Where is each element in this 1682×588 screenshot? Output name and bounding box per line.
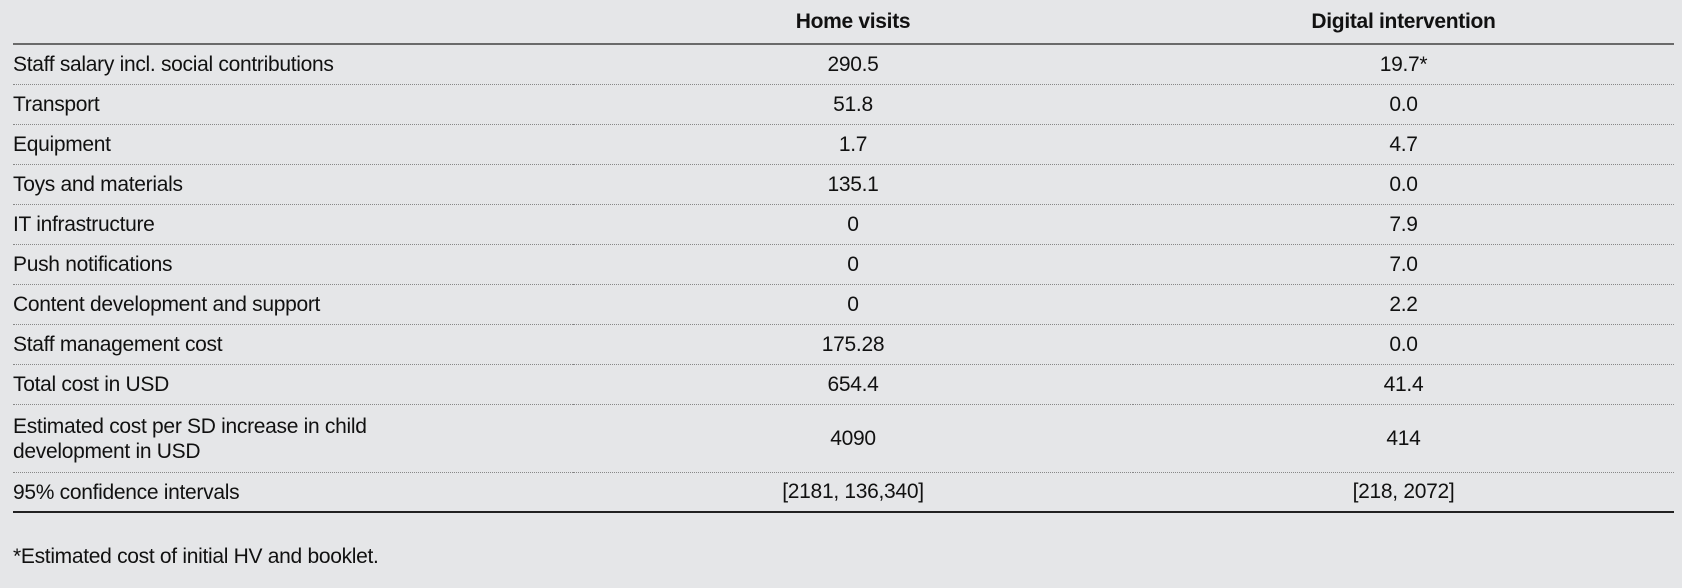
digital-intervention-value: 41.4 — [1133, 364, 1674, 405]
digital-intervention-value: 0.0 — [1133, 324, 1674, 365]
row-label: Staff salary incl. social contributions — [13, 44, 573, 85]
row-label: 95% confidence intervals — [13, 472, 573, 513]
row-label: Toys and materials — [13, 164, 573, 205]
digital-intervention-value: 7.9 — [1133, 204, 1674, 245]
home-visits-value: 0 — [573, 244, 1133, 285]
header-row: Home visits Digital intervention — [13, 0, 1674, 45]
digital-intervention-value: [218, 2072] — [1133, 472, 1674, 513]
table-row: Total cost in USD 654.4 41.4 — [13, 364, 1674, 405]
row-label: Equipment — [13, 124, 573, 165]
table-row: Content development and support 0 2.2 — [13, 284, 1674, 325]
table-row: Estimated cost per SD increase in child … — [13, 404, 1674, 473]
header-home-visits: Home visits — [573, 0, 1133, 45]
table-row: Equipment 1.7 4.7 — [13, 124, 1674, 165]
home-visits-value: 290.5 — [573, 44, 1133, 85]
home-visits-value: 175.28 — [573, 324, 1133, 365]
digital-intervention-value: 414 — [1133, 404, 1674, 473]
table-row: Transport 51.8 0.0 — [13, 84, 1674, 125]
cost-table: Home visits Digital intervention Staff s… — [13, 0, 1674, 513]
footnote: *Estimated cost of initial HV and bookle… — [13, 545, 379, 568]
digital-intervention-value: 7.0 — [1133, 244, 1674, 285]
home-visits-value: 654.4 — [573, 364, 1133, 405]
table-row: 95% confidence intervals [2181, 136,340][… — [13, 472, 1674, 513]
table-row: Push notifications 0 7.0 — [13, 244, 1674, 285]
home-visits-value: [2181, 136,340] — [573, 472, 1133, 513]
table-row: Staff management cost 175.28 0.0 — [13, 324, 1674, 365]
row-label: IT infrastructure — [13, 204, 573, 245]
digital-intervention-value: 2.2 — [1133, 284, 1674, 325]
row-label: Transport — [13, 84, 573, 125]
table-row: IT infrastructure 0 7.9 — [13, 204, 1674, 245]
digital-intervention-value: 19.7* — [1133, 44, 1674, 85]
row-label: Estimated cost per SD increase in child … — [13, 404, 573, 473]
row-label: Push notifications — [13, 244, 573, 285]
digital-intervention-value: 4.7 — [1133, 124, 1674, 165]
home-visits-value: 4090 — [573, 404, 1133, 473]
row-label: Content development and support — [13, 284, 573, 325]
header-label — [13, 0, 573, 45]
home-visits-value: 0 — [573, 284, 1133, 325]
row-label: Staff management cost — [13, 324, 573, 365]
header-digital-intervention: Digital intervention — [1133, 0, 1674, 45]
home-visits-value: 135.1 — [573, 164, 1133, 205]
home-visits-value: 51.8 — [573, 84, 1133, 125]
home-visits-value: 1.7 — [573, 124, 1133, 165]
table-row: Toys and materials 135.1 0.0 — [13, 164, 1674, 205]
row-label: Total cost in USD — [13, 364, 573, 405]
table-row: Staff salary incl. social contributions 2… — [13, 44, 1674, 85]
digital-intervention-value: 0.0 — [1133, 84, 1674, 125]
home-visits-value: 0 — [573, 204, 1133, 245]
digital-intervention-value: 0.0 — [1133, 164, 1674, 205]
